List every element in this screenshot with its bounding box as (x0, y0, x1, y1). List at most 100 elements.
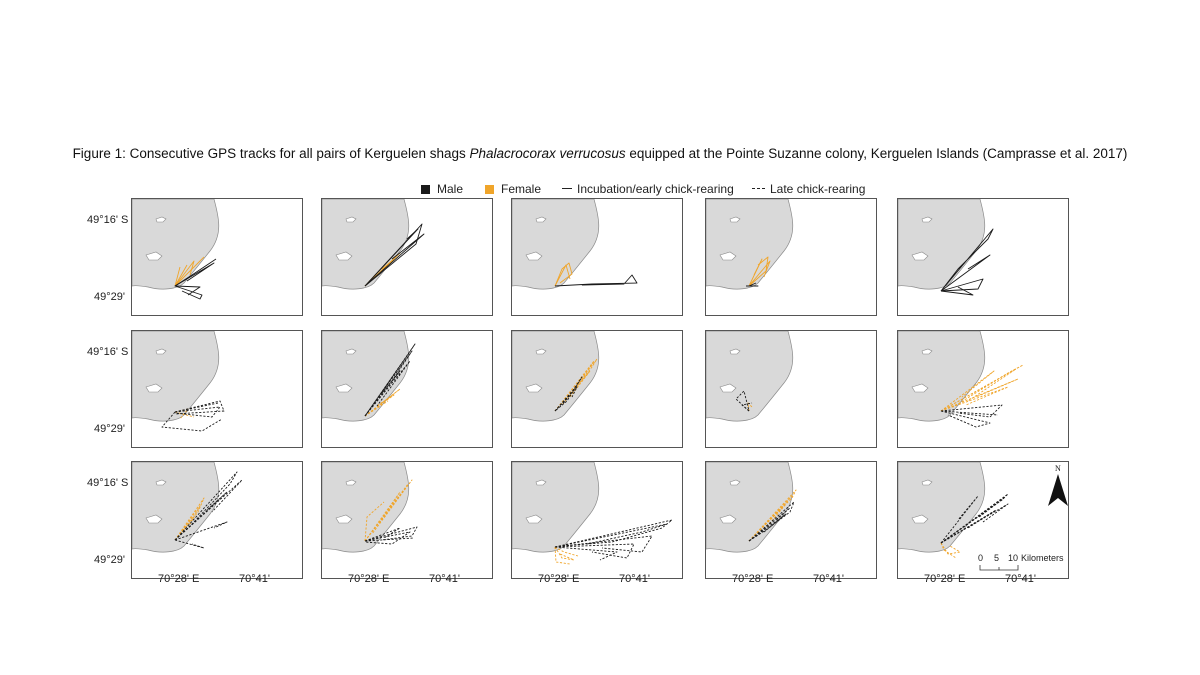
legend-late-label: Late chick-rearing (770, 182, 866, 196)
male-track (554, 274, 638, 287)
map-svg: N 0 5 10 Kilometers (898, 462, 1068, 571)
land-mass (898, 462, 986, 553)
x-tick-label-left: 70°28' E (538, 573, 580, 585)
inlet (535, 348, 547, 355)
male-track (174, 491, 228, 541)
scale-unit-label: Kilometers (1021, 553, 1064, 563)
legend-incubation-label: Incubation/early chick-rearing (577, 182, 734, 196)
legend-female: Female (485, 180, 541, 198)
inlet (155, 479, 167, 486)
male-track (174, 400, 225, 415)
male-track (554, 386, 578, 412)
map-panel (511, 461, 683, 579)
legend-female-label: Female (501, 182, 542, 196)
male-track (554, 543, 635, 559)
male-track (364, 526, 418, 542)
map-svg (706, 331, 794, 422)
dashed-line-swatch (752, 188, 765, 189)
male-track (364, 233, 425, 287)
land-mass (898, 331, 986, 422)
female-track (940, 370, 995, 412)
female-track (554, 546, 571, 565)
female-track (940, 386, 1009, 412)
lake (719, 383, 737, 393)
male-track (364, 228, 419, 287)
figure-caption: Figure 1: Consecutive GPS tracks for all… (0, 146, 1200, 161)
map-panel (511, 198, 683, 316)
lake (525, 514, 543, 524)
male-track (554, 546, 618, 561)
inlet (535, 479, 547, 486)
land-mass (706, 462, 794, 553)
female-track (940, 542, 957, 559)
female-track (554, 262, 573, 287)
map-panel (321, 461, 493, 579)
legend-late: Late chick-rearing (752, 180, 865, 198)
male-track (174, 258, 217, 300)
male-track (174, 285, 201, 296)
female-track (364, 483, 409, 542)
inlet (921, 348, 933, 355)
inlet (345, 216, 357, 223)
x-tick-label-right: 70°41' (813, 573, 844, 585)
land-mass (322, 199, 410, 290)
land-mass (132, 462, 220, 553)
lake (145, 251, 163, 261)
map-svg (512, 331, 600, 422)
female-track (174, 256, 205, 287)
land-mass (706, 199, 794, 290)
scale-tick-label: 10 (1008, 553, 1018, 563)
male-track (554, 535, 653, 553)
map-panel (705, 198, 877, 316)
male-track (748, 282, 757, 287)
inlet (921, 479, 933, 486)
inlet (535, 216, 547, 223)
map-panel (321, 198, 493, 316)
land-mass (512, 199, 600, 290)
x-tick-label-right: 70°41' (619, 573, 650, 585)
male-track (940, 410, 999, 416)
male-track (364, 350, 413, 417)
land-mass (898, 199, 986, 290)
map-panel: N 0 5 10 Kilometers (897, 461, 1069, 579)
land-mass (322, 462, 410, 553)
map-panel (511, 330, 683, 448)
y-tick-label-top: 49°16' S (87, 477, 129, 489)
male-track (741, 402, 753, 412)
male-track (174, 262, 215, 287)
male-track (940, 228, 994, 292)
map-svg (706, 462, 797, 553)
female-track (174, 497, 205, 541)
map-svg (706, 199, 794, 290)
male-track (940, 495, 979, 544)
male-track (161, 411, 223, 432)
female-track (554, 546, 579, 557)
land-mass (706, 331, 794, 422)
x-tick-label-right: 70°41' (1005, 573, 1036, 585)
male-track (364, 343, 416, 417)
lake (335, 383, 353, 393)
map-panel (897, 198, 1069, 316)
male-track (554, 519, 673, 548)
male-track (940, 404, 1003, 418)
inlet (729, 479, 741, 486)
female-track (174, 505, 201, 541)
inlet (921, 216, 933, 223)
legend-incubation: Incubation/early chick-rearing (562, 180, 734, 198)
caption-prefix: Figure 1: Consecutive GPS tracks for all… (72, 146, 470, 161)
map-panel (131, 330, 303, 448)
map-svg (898, 199, 994, 296)
male-track (748, 513, 787, 542)
male-track (174, 479, 243, 541)
male-track (554, 376, 583, 412)
lake (335, 251, 353, 261)
female-track (554, 358, 598, 412)
female-track (364, 501, 385, 542)
lake (145, 514, 163, 524)
male-track (174, 521, 228, 541)
male-track (174, 539, 205, 549)
male-track (364, 537, 415, 542)
map-panel (321, 330, 493, 448)
y-tick-label-top: 49°16' S (87, 214, 129, 226)
x-tick-label-right: 70°41' (239, 573, 270, 585)
